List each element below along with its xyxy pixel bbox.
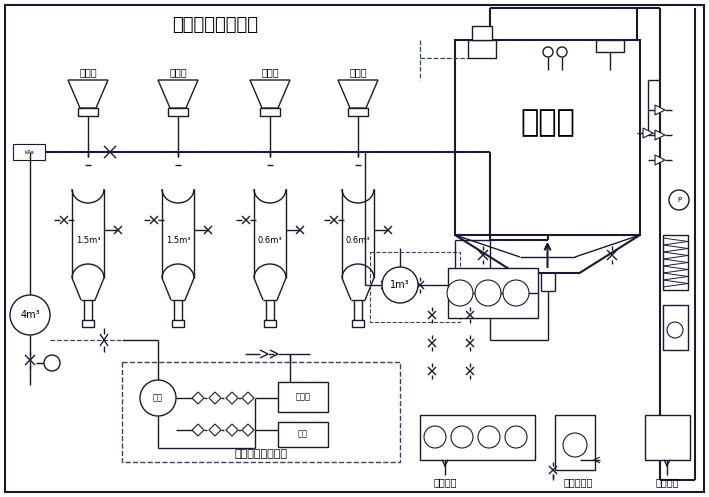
Polygon shape — [242, 392, 254, 404]
Bar — [264, 320, 276, 327]
Bar — [172, 320, 184, 327]
Bar — [468, 40, 496, 58]
Polygon shape — [655, 155, 665, 165]
Text: 压力水进口: 压力水进口 — [564, 477, 593, 487]
Polygon shape — [242, 424, 254, 436]
Bar — [78, 108, 98, 116]
Polygon shape — [250, 80, 290, 108]
Text: 一电场: 一电场 — [79, 67, 97, 77]
Circle shape — [10, 295, 50, 335]
Circle shape — [451, 426, 473, 448]
Circle shape — [503, 280, 529, 306]
Polygon shape — [209, 392, 221, 404]
Circle shape — [475, 280, 501, 306]
Bar — [472, 26, 492, 40]
Circle shape — [382, 267, 418, 303]
Circle shape — [557, 47, 567, 57]
Bar — [663, 235, 688, 290]
Circle shape — [563, 433, 587, 457]
Circle shape — [478, 426, 500, 448]
Text: 1m³: 1m³ — [390, 280, 410, 290]
Text: 三电场: 三电场 — [261, 67, 279, 77]
Text: 1.5m³: 1.5m³ — [166, 236, 190, 245]
Bar — [260, 108, 280, 116]
Bar — [555, 415, 595, 470]
Circle shape — [424, 426, 446, 448]
Bar — [645, 415, 690, 460]
Polygon shape — [643, 128, 653, 138]
Bar — [122, 362, 400, 462]
Polygon shape — [338, 80, 378, 108]
Circle shape — [44, 355, 60, 371]
Bar — [448, 268, 538, 318]
Polygon shape — [655, 105, 665, 115]
Text: 1.5m³: 1.5m³ — [76, 236, 100, 245]
Circle shape — [543, 47, 553, 57]
Circle shape — [669, 190, 689, 210]
Text: 气力输送供气系统: 气力输送供气系统 — [235, 449, 288, 459]
Bar — [663, 305, 688, 350]
Text: 空压机: 空压机 — [296, 393, 311, 402]
Polygon shape — [192, 424, 204, 436]
Text: 灰　库: 灰 库 — [520, 108, 575, 137]
Text: 浓相气力输送系统: 浓相气力输送系统 — [172, 16, 258, 34]
Bar — [82, 320, 94, 327]
Polygon shape — [209, 424, 221, 436]
Bar — [13, 144, 45, 160]
Bar — [13, 128, 431, 363]
Bar — [168, 108, 188, 116]
Text: 四电场: 四电场 — [350, 67, 367, 77]
Text: 0.6m³: 0.6m³ — [345, 236, 370, 245]
Text: 干灰装车: 干灰装车 — [655, 477, 679, 487]
Polygon shape — [68, 80, 108, 108]
Text: P: P — [677, 197, 681, 203]
Polygon shape — [192, 392, 204, 404]
Circle shape — [447, 280, 473, 306]
Text: 备用: 备用 — [298, 429, 308, 438]
Bar — [370, 252, 460, 322]
Bar — [596, 40, 624, 52]
Text: 二电场: 二电场 — [169, 67, 186, 77]
Circle shape — [667, 322, 683, 338]
Polygon shape — [226, 424, 238, 436]
Polygon shape — [655, 130, 665, 140]
Bar — [455, 40, 640, 235]
Bar — [278, 422, 328, 447]
Polygon shape — [226, 392, 238, 404]
Text: 4m³: 4m³ — [20, 310, 40, 320]
Text: 湿灰装车: 湿灰装车 — [433, 477, 457, 487]
Text: kPa: kPa — [24, 150, 34, 155]
Bar — [352, 320, 364, 327]
Bar — [420, 415, 535, 460]
Bar — [278, 382, 328, 412]
Bar — [348, 108, 368, 116]
Circle shape — [140, 380, 176, 416]
Polygon shape — [158, 80, 198, 108]
Text: 总罐: 总罐 — [153, 394, 163, 403]
Text: 0.6m³: 0.6m³ — [257, 236, 282, 245]
Circle shape — [505, 426, 527, 448]
